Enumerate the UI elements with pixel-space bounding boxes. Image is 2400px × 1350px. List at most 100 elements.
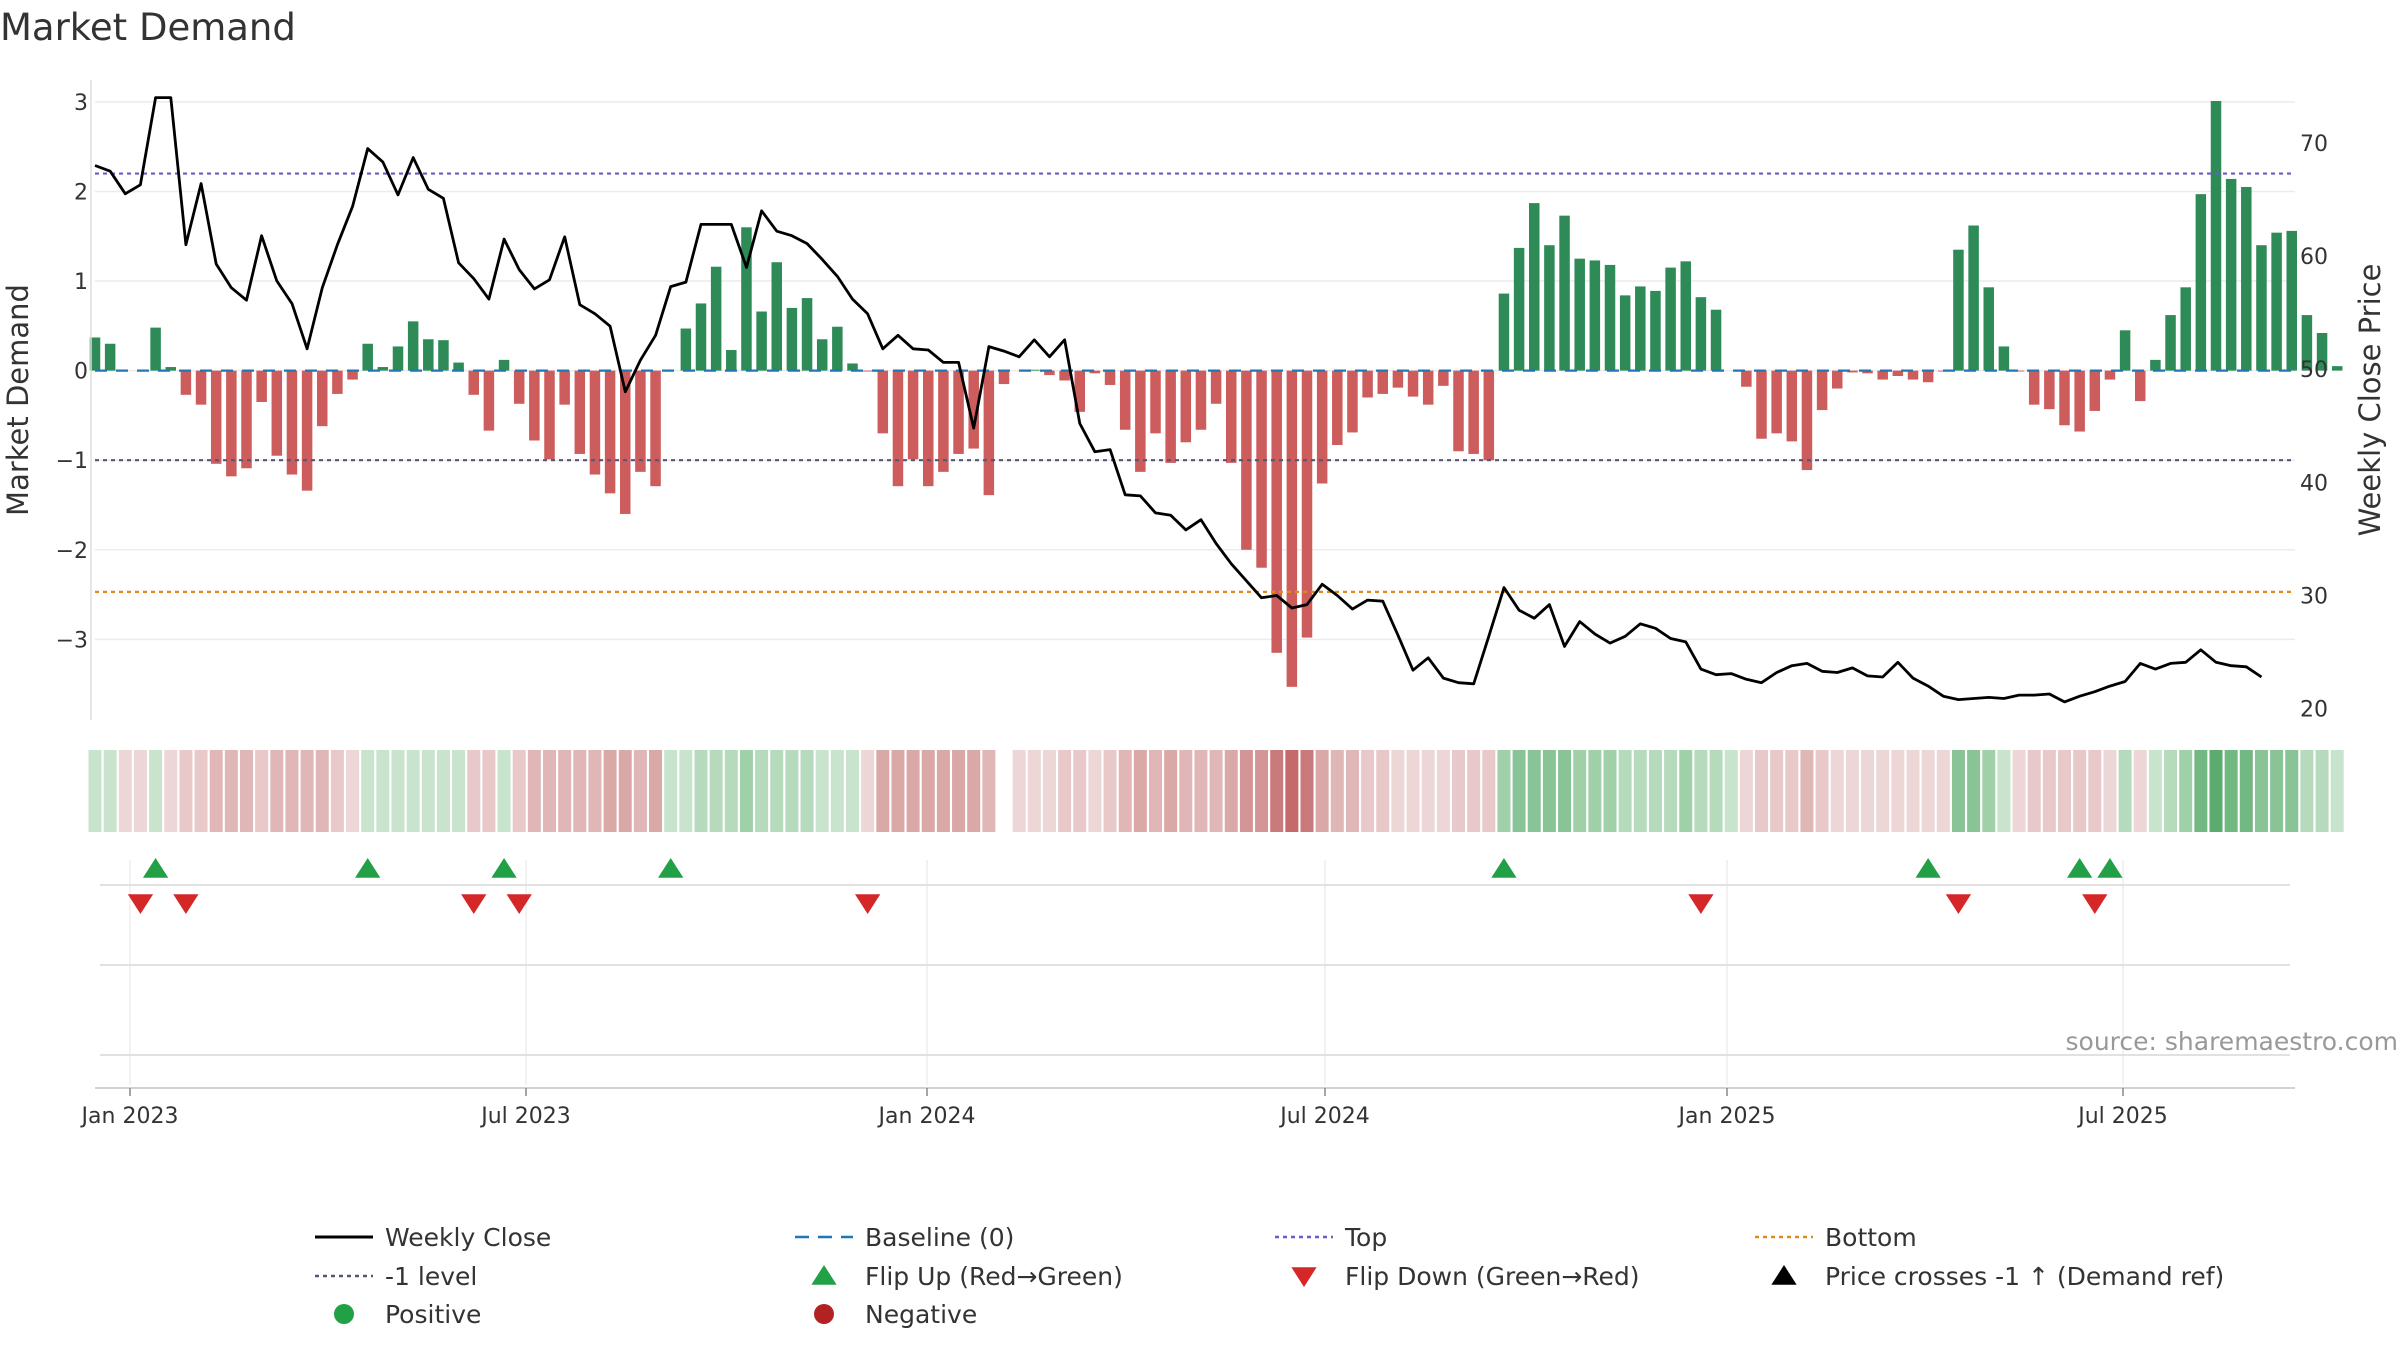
source-note: source: sharemaestro.com	[2066, 1027, 2399, 1056]
strip-cell	[1315, 750, 1329, 832]
demand-bar	[453, 362, 464, 371]
demand-bar	[1604, 264, 1616, 371]
demand-bar	[1119, 370, 1131, 430]
demand-bar	[1150, 370, 1161, 434]
strip-cell	[709, 750, 723, 832]
strip-cell	[1300, 750, 1314, 832]
strip-cell	[2270, 750, 2284, 832]
strip-cell	[1770, 750, 1784, 832]
flip-down-marker	[127, 894, 154, 914]
demand-bar	[1619, 295, 1631, 371]
demand-bar	[2225, 178, 2237, 371]
strip-cell	[270, 750, 284, 832]
demand-bar	[1362, 370, 1373, 398]
demand-bar	[832, 326, 843, 371]
strip-cell	[1800, 750, 1814, 832]
demand-bar	[1968, 225, 1979, 371]
legend-item: -1 level	[315, 1262, 477, 1291]
x-tick-label: Jan 2023	[80, 1104, 179, 1129]
flip-down-marker	[461, 894, 487, 914]
strip-cell	[770, 750, 784, 832]
demand-bar	[1741, 370, 1752, 387]
strip-cell	[1785, 750, 1799, 832]
legend-item: Flip Down (Green→Red)	[1291, 1262, 1640, 1291]
demand-bars	[89, 100, 2343, 687]
strip-cell	[1330, 750, 1344, 832]
strip-cell	[1058, 750, 1072, 832]
demand-bar	[544, 370, 555, 460]
strip-cell	[118, 750, 132, 832]
strip-cell	[467, 750, 481, 832]
demand-bar	[1801, 370, 1813, 471]
x-tick-label: Jan 2025	[1677, 1104, 1776, 1129]
strip-cell	[1194, 750, 1208, 832]
strip-cell	[2315, 750, 2329, 832]
demand-bar	[286, 370, 298, 475]
y2-tick-label: 30	[2300, 585, 2328, 610]
demand-bar	[210, 370, 222, 464]
strip-cell	[2118, 750, 2132, 832]
strip-cell	[1845, 750, 1859, 832]
chart-title: Market Demand	[0, 6, 296, 49]
strip-cell	[315, 750, 329, 832]
strip-cell	[1270, 750, 1284, 832]
strip-cell	[1361, 750, 1375, 832]
demand-bar	[695, 303, 707, 371]
strip-cell	[1255, 750, 1269, 832]
demand-bar	[392, 346, 404, 371]
strip-cell	[679, 750, 693, 832]
demand-bar	[1377, 370, 1388, 394]
legend-item: Top	[1275, 1223, 1387, 1252]
legend-item: Flip Up (Red→Green)	[811, 1262, 1123, 1291]
demand-bar	[1589, 260, 1601, 371]
strip-cell	[376, 750, 390, 832]
strip-cell	[452, 750, 466, 832]
demand-color-strip	[88, 750, 2344, 832]
demand-bar	[529, 370, 540, 441]
strip-cell	[2330, 750, 2344, 832]
demand-bar	[892, 370, 904, 487]
y-tick-label: 3	[74, 91, 88, 116]
strip-cell	[1012, 750, 1026, 832]
strip-cell	[2209, 750, 2223, 832]
flip-down-marker	[1945, 894, 1972, 914]
strip-cell	[815, 750, 829, 832]
strip-cell	[2179, 750, 2193, 832]
strip-cell	[1679, 750, 1693, 832]
flip-markers	[127, 858, 2123, 914]
demand-bar	[1877, 370, 1888, 380]
demand-bar	[1226, 370, 1237, 463]
strip-cell	[558, 750, 572, 832]
strip-cell	[1709, 750, 1723, 832]
strip-cell	[2254, 750, 2268, 832]
y-tick-label: 1	[74, 270, 88, 295]
strip-cell	[830, 750, 844, 832]
demand-bar	[574, 370, 586, 454]
legend-label: Flip Up (Red→Green)	[865, 1262, 1123, 1291]
demand-bar	[1392, 370, 1404, 388]
legend-label: Positive	[385, 1300, 481, 1329]
strip-cell	[1436, 750, 1450, 832]
strip-cell	[952, 750, 966, 832]
demand-bar	[1847, 370, 1858, 373]
strip-cell	[1830, 750, 1844, 832]
flip-down-marker	[1688, 894, 1714, 914]
demand-bar	[2165, 315, 2176, 371]
flip-down-marker	[506, 894, 532, 914]
demand-bar	[438, 340, 449, 371]
demand-bar	[317, 370, 328, 427]
demand-bar	[1983, 287, 1994, 371]
demand-bar	[2044, 370, 2055, 410]
y-axis-title: Market Demand	[1, 284, 35, 516]
strip-cell	[1239, 750, 1253, 832]
flip-up-marker	[142, 858, 169, 878]
demand-bar	[1816, 370, 1828, 411]
demand-bar	[1059, 370, 1070, 381]
strip-cell	[1482, 750, 1496, 832]
strip-cell	[1103, 750, 1117, 832]
strip-cell	[1406, 750, 1420, 832]
demand-bar	[1029, 369, 1040, 371]
strip-cell	[346, 750, 360, 832]
demand-bar	[362, 343, 373, 371]
